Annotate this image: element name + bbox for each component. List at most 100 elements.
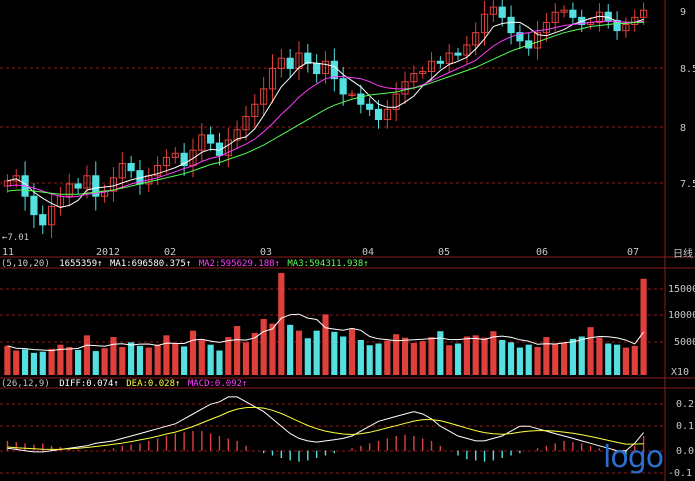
price-candle[interactable] [348,93,356,96]
price-candle[interactable] [224,139,232,156]
volume-bar[interactable] [622,347,630,375]
volume-bar[interactable] [251,333,258,375]
price-candle[interactable] [304,52,312,64]
volume-bar[interactable] [428,337,435,375]
volume-bar[interactable] [172,343,179,376]
price-candle[interactable] [366,103,374,110]
price-candle[interactable] [286,57,294,69]
volume-bar[interactable] [92,351,99,375]
price-candle[interactable] [12,175,20,182]
volume-bar[interactable] [543,337,550,375]
price-candle[interactable] [613,19,621,32]
price-candle[interactable] [427,60,436,73]
price-candle[interactable] [171,152,179,158]
volume-bar[interactable] [587,327,594,375]
volume-bar[interactable] [357,340,364,375]
price-candle[interactable] [313,62,321,75]
volume-bar[interactable] [242,342,250,375]
price-candle[interactable] [30,195,38,216]
volume-bar[interactable] [207,344,214,375]
volume-bar[interactable] [216,350,223,376]
price-candle[interactable] [569,9,577,18]
volume-bar[interactable] [640,278,647,375]
volume-bar[interactable] [490,331,497,375]
volume-bar[interactable] [613,344,621,375]
volume-bar[interactable] [534,347,541,375]
volume-bar[interactable] [189,330,197,375]
price-candle[interactable] [436,60,444,64]
volume-bar[interactable] [119,347,126,375]
volume-bar[interactable] [605,343,612,376]
price-candle[interactable] [516,32,524,42]
volume-bar[interactable] [516,347,523,375]
price-candle[interactable] [92,175,100,197]
volume-bar[interactable] [21,349,29,375]
volume-bar[interactable] [410,342,417,375]
volume-bar[interactable] [225,337,232,375]
volume-bar[interactable] [75,349,82,375]
price-candle[interactable] [339,78,347,95]
period-label[interactable]: 日线 [673,247,693,260]
price-candle[interactable] [551,11,559,23]
volume-bar[interactable] [384,340,391,375]
price-candle[interactable] [463,44,471,56]
price-candle[interactable] [65,183,73,197]
volume-bar[interactable] [446,345,453,375]
volume-bar[interactable] [269,323,276,375]
price-candle[interactable] [498,6,506,18]
volume-bar[interactable] [128,342,135,375]
volume-bar[interactable] [198,340,205,375]
volume-bar[interactable] [145,347,152,375]
volume-bar[interactable] [569,338,576,375]
volume-bar[interactable] [578,336,585,376]
volume-bar[interactable] [110,337,117,375]
volume-bar[interactable] [375,343,382,376]
volume-bar[interactable] [348,328,356,375]
price-candle[interactable] [445,52,453,64]
price-candle[interactable] [542,21,550,34]
volume-bar[interactable] [463,336,470,376]
volume-bar[interactable] [136,345,144,375]
volume-bar[interactable] [39,351,46,375]
price-candle[interactable] [639,9,648,18]
price-candle[interactable] [472,32,480,46]
volume-bar[interactable] [340,336,347,376]
volume-bar[interactable] [154,344,161,375]
price-candle[interactable] [83,175,91,189]
price-candle[interactable] [127,163,135,172]
price-candle[interactable] [489,6,497,15]
price-candle[interactable] [401,81,409,95]
volume-bar[interactable] [304,338,311,375]
price-candle[interactable] [180,152,188,167]
price-candle[interactable] [604,11,612,21]
price-candle[interactable] [330,60,338,80]
price-candle[interactable] [622,23,630,32]
price-candle[interactable] [118,163,126,179]
price-candle[interactable] [215,142,224,156]
price-candle[interactable] [48,205,56,226]
volume-bar[interactable] [4,345,11,375]
price-candle[interactable] [207,134,215,144]
volume-bar[interactable] [401,337,409,375]
price-candle[interactable] [277,57,285,69]
price-candle[interactable] [233,129,241,141]
volume-bar[interactable] [499,340,506,375]
volume-bar[interactable] [66,347,73,375]
price-candle[interactable] [374,108,383,121]
volume-bar[interactable] [419,341,426,375]
price-candle[interactable] [242,115,250,131]
volume-bar[interactable] [30,352,38,375]
volume-bar[interactable] [234,326,241,375]
volume-bar[interactable] [295,330,303,375]
volume-bar[interactable] [57,344,64,375]
volume-bar[interactable] [313,330,320,375]
volume-bar[interactable] [472,335,479,375]
price-candle[interactable] [454,52,462,56]
volume-bar[interactable] [596,337,603,375]
price-candle[interactable] [419,71,427,75]
price-candle[interactable] [560,9,568,13]
price-candle[interactable] [383,108,391,121]
price-candle[interactable] [251,103,259,117]
price-candle[interactable] [392,93,400,110]
